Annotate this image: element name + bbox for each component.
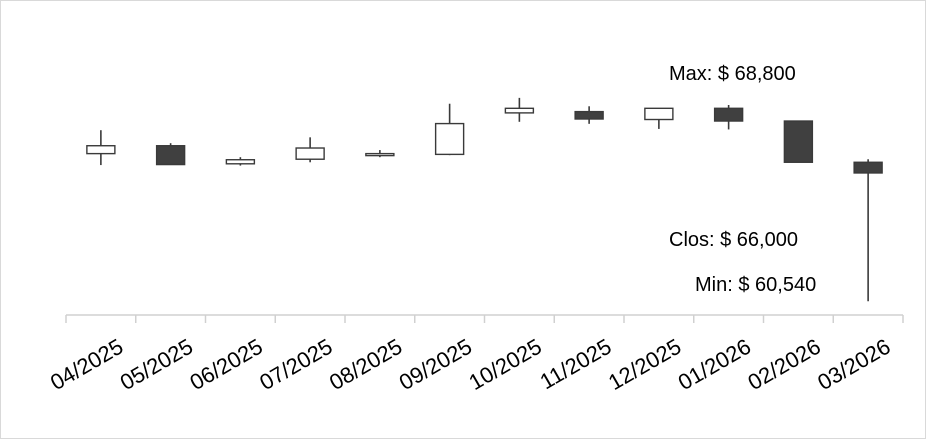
candle bbox=[644, 107, 674, 129]
candle-body-down bbox=[155, 145, 186, 166]
candle bbox=[574, 106, 604, 124]
x-tick-label: 05/2025 bbox=[116, 334, 197, 395]
x-tick-label: 02/2026 bbox=[743, 334, 824, 395]
x-tick-labels: 04/202505/202506/202507/202508/202509/20… bbox=[46, 334, 895, 395]
x-tick-label: 01/2026 bbox=[674, 334, 755, 395]
candle-body-up bbox=[86, 145, 116, 155]
candle bbox=[434, 103, 465, 156]
candle bbox=[365, 150, 395, 158]
candle-body-down bbox=[853, 161, 883, 174]
candle-body-down bbox=[713, 107, 744, 122]
candle-body-down bbox=[783, 120, 814, 163]
x-tick-label: 06/2025 bbox=[185, 334, 266, 395]
x-axis bbox=[65, 314, 904, 323]
max-annotation: Max: $ 68,800 bbox=[669, 63, 796, 85]
close-annotation: Clos: $ 66,000 bbox=[669, 229, 798, 251]
candle-body-up bbox=[225, 159, 256, 165]
candle bbox=[295, 137, 325, 163]
x-tick-label: 12/2025 bbox=[604, 334, 685, 395]
candle bbox=[86, 130, 116, 166]
candle-body-down bbox=[574, 110, 604, 120]
candle-body-up bbox=[644, 107, 674, 121]
candle bbox=[504, 97, 535, 122]
candle bbox=[853, 159, 883, 302]
x-tick-label: 10/2025 bbox=[464, 334, 545, 395]
candle bbox=[713, 105, 744, 130]
candle bbox=[225, 157, 256, 166]
candle-body-up bbox=[504, 107, 535, 114]
x-tick-label: 04/2025 bbox=[46, 334, 127, 395]
candle bbox=[783, 120, 814, 163]
candle bbox=[155, 143, 186, 166]
x-tick-label: 09/2025 bbox=[395, 334, 476, 395]
candle-body-up bbox=[365, 152, 395, 157]
x-tick-label: 03/2026 bbox=[813, 334, 894, 395]
x-tick-label: 11/2025 bbox=[536, 334, 616, 395]
candle-body-up bbox=[295, 147, 325, 160]
candle-body-up bbox=[434, 122, 465, 156]
x-tick-label: 08/2025 bbox=[325, 334, 406, 395]
min-annotation: Min: $ 60,540 bbox=[695, 274, 816, 296]
x-tick-label: 07/2025 bbox=[255, 334, 336, 395]
candles bbox=[86, 97, 883, 302]
